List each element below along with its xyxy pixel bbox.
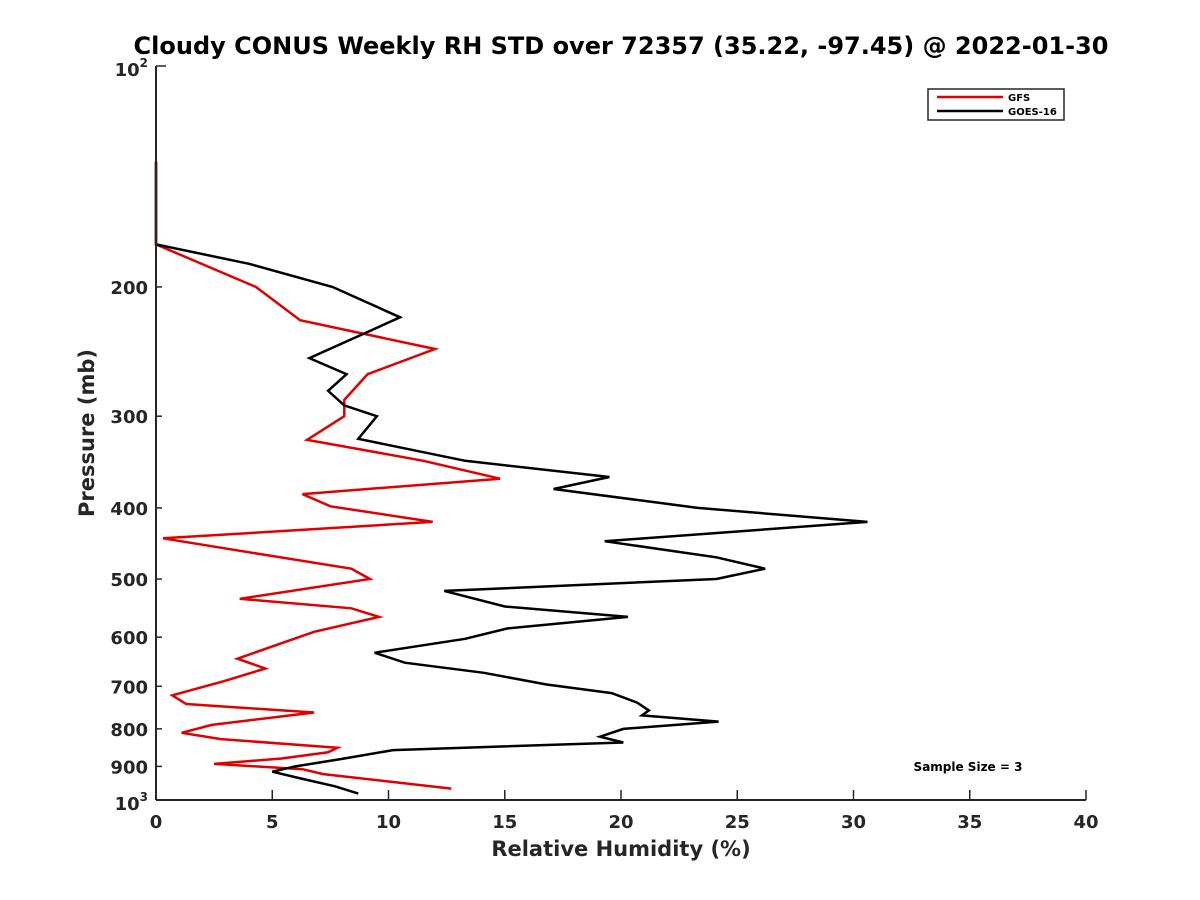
y-tick-label: 900 — [110, 757, 148, 778]
sample-size-annotation: Sample Size = 3 — [914, 760, 1023, 774]
y-tick-label: 500 — [110, 570, 148, 591]
legend: GFS GOES-16 — [927, 88, 1065, 121]
y-tick-label: 700 — [110, 677, 148, 698]
series-group — [154, 161, 868, 795]
chart-title: Cloudy CONUS Weekly RH STD over 72357 (3… — [134, 32, 1109, 60]
y-tick-label: 400 — [110, 499, 148, 520]
x-tick-label: 25 — [725, 812, 750, 833]
x-tick-label: 20 — [608, 812, 633, 833]
y-tick-label: 800 — [110, 720, 148, 741]
x-tick-label: 0 — [150, 812, 163, 833]
x-tick-label: 15 — [492, 812, 517, 833]
x-axis-label: Relative Humidity (%) — [491, 837, 750, 861]
y-axis-label: Pressure (mb) — [75, 349, 99, 517]
x-tick-label: 30 — [841, 812, 866, 833]
legend-label-goes16: GOES-16 — [1008, 107, 1057, 118]
legend-box — [927, 88, 1065, 121]
x-tick-label: 40 — [1073, 812, 1098, 833]
x-tick-label: 10 — [376, 812, 401, 833]
x-ticks-group: 0 5 10 15 20 25 30 35 40 — [150, 790, 1099, 833]
series-line-goes16 — [154, 161, 868, 795]
x-tick-label: 35 — [957, 812, 982, 833]
x-tick-label: 5 — [266, 812, 279, 833]
series-line-gfs — [154, 161, 501, 790]
legend-label-gfs: GFS — [1008, 93, 1030, 104]
y-tick-label: 200 — [110, 278, 148, 299]
y-tick-label: 600 — [110, 628, 148, 649]
y-tick-label: 300 — [110, 407, 148, 428]
